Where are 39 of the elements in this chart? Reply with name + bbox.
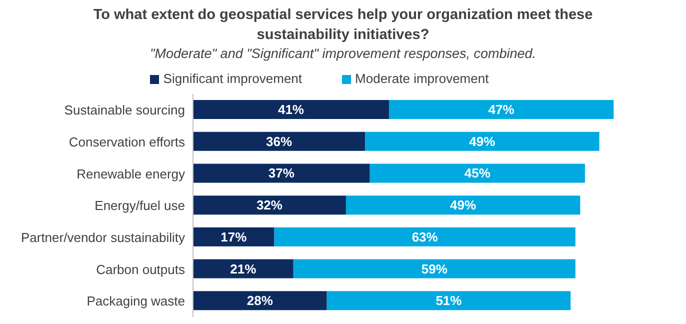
y-tick-label: Renewable energy bbox=[76, 166, 186, 182]
bar bbox=[193, 132, 366, 151]
y-tick-label: Carbon outputs bbox=[96, 262, 186, 277]
data-label: 17% bbox=[220, 229, 248, 244]
data-label: 63% bbox=[412, 229, 438, 244]
chart-title: To what extent do geospatial services help your organization meet these sustainability initiatives? bbox=[92, 6, 594, 45]
data-label: 28% bbox=[246, 293, 274, 308]
data-label: 49% bbox=[450, 198, 477, 213]
y-tick-label: Packaging waste bbox=[86, 294, 185, 309]
bar bbox=[193, 164, 370, 183]
legend-label: Moderate improvement bbox=[355, 71, 489, 86]
data-label: 45% bbox=[464, 166, 491, 181]
bar bbox=[388, 100, 614, 119]
bar bbox=[346, 196, 580, 215]
y-tick-label: Partner/vendor sustainability bbox=[20, 230, 186, 245]
bar bbox=[193, 196, 346, 215]
bar bbox=[370, 164, 585, 183]
bar bbox=[193, 100, 389, 119]
data-label: 51% bbox=[436, 293, 462, 308]
legend-label: Significant improvement bbox=[163, 71, 302, 86]
data-label: 47% bbox=[488, 102, 515, 117]
bar bbox=[326, 291, 571, 310]
data-label: 36% bbox=[266, 134, 292, 149]
bar bbox=[193, 291, 327, 310]
data-label: 32% bbox=[256, 198, 283, 213]
bar bbox=[293, 259, 576, 278]
y-tick-label: Energy/fuel use bbox=[94, 198, 185, 214]
data-label: 21% bbox=[230, 261, 257, 276]
y-tick-label: Conservation efforts bbox=[68, 134, 186, 150]
data-label: 59% bbox=[421, 261, 448, 276]
data-label: 37% bbox=[268, 166, 295, 181]
bar bbox=[274, 227, 576, 246]
bar bbox=[193, 259, 294, 278]
bar bbox=[365, 132, 600, 151]
data-label: 49% bbox=[469, 134, 496, 149]
y-tick-label: Sustainable sourcing bbox=[64, 102, 185, 118]
bar bbox=[193, 227, 274, 246]
data-label: 41% bbox=[278, 102, 304, 117]
chart-subtitle: "Moderate" and "Significant" improvement responses, combined. bbox=[148, 45, 538, 63]
